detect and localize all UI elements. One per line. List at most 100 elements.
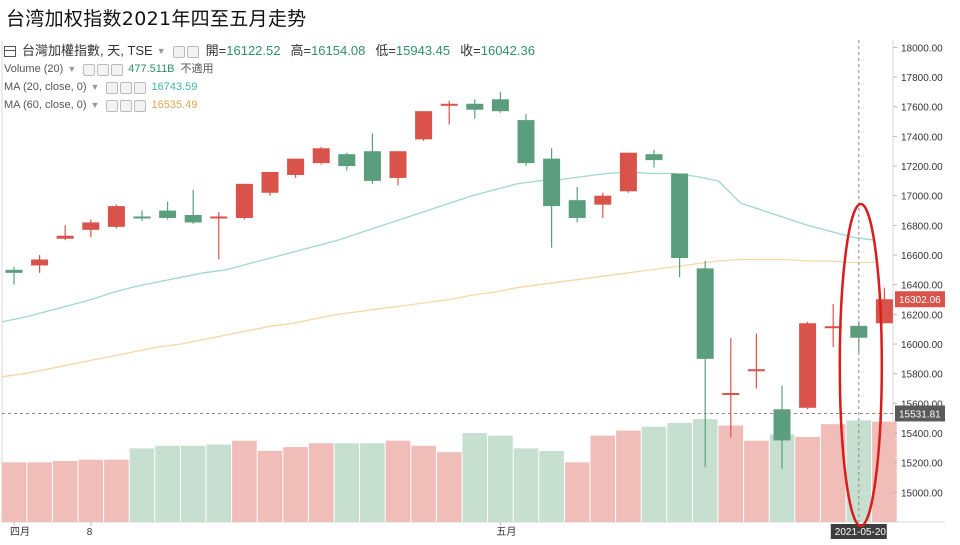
ma60-value: 16535.49 (151, 99, 198, 111)
legend-ma20-row: MA (20, close, 0) ▼ 16743.59 (4, 78, 539, 96)
candle (517, 114, 535, 167)
y-tick-label: 15200.00 (901, 459, 943, 470)
volume-bar (590, 435, 616, 522)
y-tick-label: 17600.00 (901, 103, 943, 114)
volume-bar (564, 462, 590, 522)
y-tick-label: 16000.00 (901, 340, 943, 351)
candle (261, 171, 279, 196)
candle-body (440, 103, 458, 106)
reference-price-tag (895, 405, 945, 422)
candle (696, 260, 714, 468)
y-tick-label: 15800.00 (901, 370, 943, 381)
candle (5, 266, 23, 285)
candlestick-chart[interactable]: 15000.00 15200.00 15400.00 15600.00 15800.00… (0, 36, 960, 540)
visibility-icon[interactable] (172, 46, 185, 58)
moving-average-lines (1, 171, 876, 378)
volume-bar (795, 436, 820, 522)
candle-body (312, 148, 330, 164)
candle (56, 225, 74, 241)
ma20-label[interactable]: MA (20, close, 0) (4, 81, 87, 93)
reference-price-label: 15531.81 (899, 409, 941, 420)
volume-bar (257, 450, 283, 522)
candle-body (261, 171, 279, 193)
y-tick-label: 15600.00 (901, 399, 943, 410)
volume-bar (52, 461, 78, 522)
volume-label[interactable]: Volume (20) (4, 63, 64, 75)
settings-icon[interactable] (120, 100, 133, 112)
candle (235, 183, 253, 220)
candle (594, 192, 612, 218)
legend-volume-row: Volume (20) ▼ 477.511B 不適用 (4, 60, 539, 78)
candle-body (747, 369, 765, 372)
volume-bar (283, 447, 308, 522)
candle-body (491, 99, 509, 112)
candle-body (722, 392, 740, 395)
candle-body (799, 323, 817, 408)
ma20-value: 16743.59 (151, 81, 198, 93)
visibility-icon[interactable] (106, 82, 119, 94)
visibility-icon[interactable] (83, 64, 96, 76)
candle-body (850, 325, 868, 338)
candles (5, 91, 893, 469)
settings-icon[interactable] (97, 64, 110, 76)
volume-bar (1, 462, 27, 522)
visibility-icon[interactable] (106, 100, 119, 112)
volume-value: 477.511B (128, 63, 175, 75)
crosshair-date-label: 2021-05-20 (835, 527, 887, 538)
volume-bar (308, 443, 334, 522)
high-label: 高= (290, 43, 312, 58)
candle-body (107, 206, 125, 227)
chevron-down-icon[interactable]: ▼ (67, 64, 77, 74)
chevron-down-icon[interactable]: ▼ (90, 82, 100, 92)
volume-bar (360, 443, 385, 522)
volume-bar (334, 443, 360, 522)
candle-body (568, 200, 586, 218)
open-value: 16122.52 (226, 43, 281, 58)
chart-container[interactable]: 15000.00 15200.00 15400.00 15600.00 15800.00… (0, 36, 960, 540)
candle-body (31, 259, 49, 266)
candle (210, 212, 228, 260)
window-icon[interactable] (4, 45, 16, 57)
highlight-ellipse (838, 202, 884, 528)
candle (773, 385, 791, 469)
candle (466, 99, 484, 119)
candle (619, 152, 637, 193)
y-tick-label: 17200.00 (901, 162, 943, 173)
close-value: 16042.36 (480, 43, 535, 58)
candle (389, 151, 407, 186)
y-tick-label: 17800.00 (901, 73, 943, 84)
volume-bar (155, 445, 180, 522)
candle-body (159, 210, 177, 218)
candle (82, 219, 100, 238)
chevron-down-icon[interactable]: ▼ (156, 46, 166, 56)
y-tick-label: 16600.00 (901, 251, 943, 262)
candle-body (184, 215, 202, 223)
candle (440, 100, 458, 125)
close-icon[interactable] (111, 64, 124, 76)
candle-body (466, 103, 484, 110)
volume-bar (539, 450, 564, 522)
settings-icon[interactable] (186, 46, 199, 58)
candle (645, 149, 663, 168)
symbol-label[interactable]: 台灣加權指數, 天, TSE (22, 43, 153, 58)
volume-bar (232, 440, 257, 522)
volume-extra: 不適用 (180, 63, 214, 75)
y-tick-label: 16400.00 (901, 281, 943, 292)
y-tick-label: 16800.00 (901, 221, 943, 232)
close-icon[interactable] (134, 82, 147, 94)
candle-body (287, 158, 305, 175)
candle-body (619, 152, 637, 192)
candle-body (824, 326, 842, 329)
chevron-down-icon[interactable]: ▼ (90, 100, 100, 110)
ma20-line (1, 171, 876, 323)
candle-body (696, 268, 714, 359)
candle (568, 186, 586, 223)
candle-body (517, 120, 535, 164)
candle-body (875, 299, 893, 324)
candle (184, 189, 202, 224)
candle-body (5, 269, 23, 273)
candle-body (363, 151, 381, 181)
settings-icon[interactable] (120, 82, 133, 94)
close-icon[interactable] (134, 100, 147, 112)
ma60-label[interactable]: MA (60, close, 0) (4, 99, 87, 111)
